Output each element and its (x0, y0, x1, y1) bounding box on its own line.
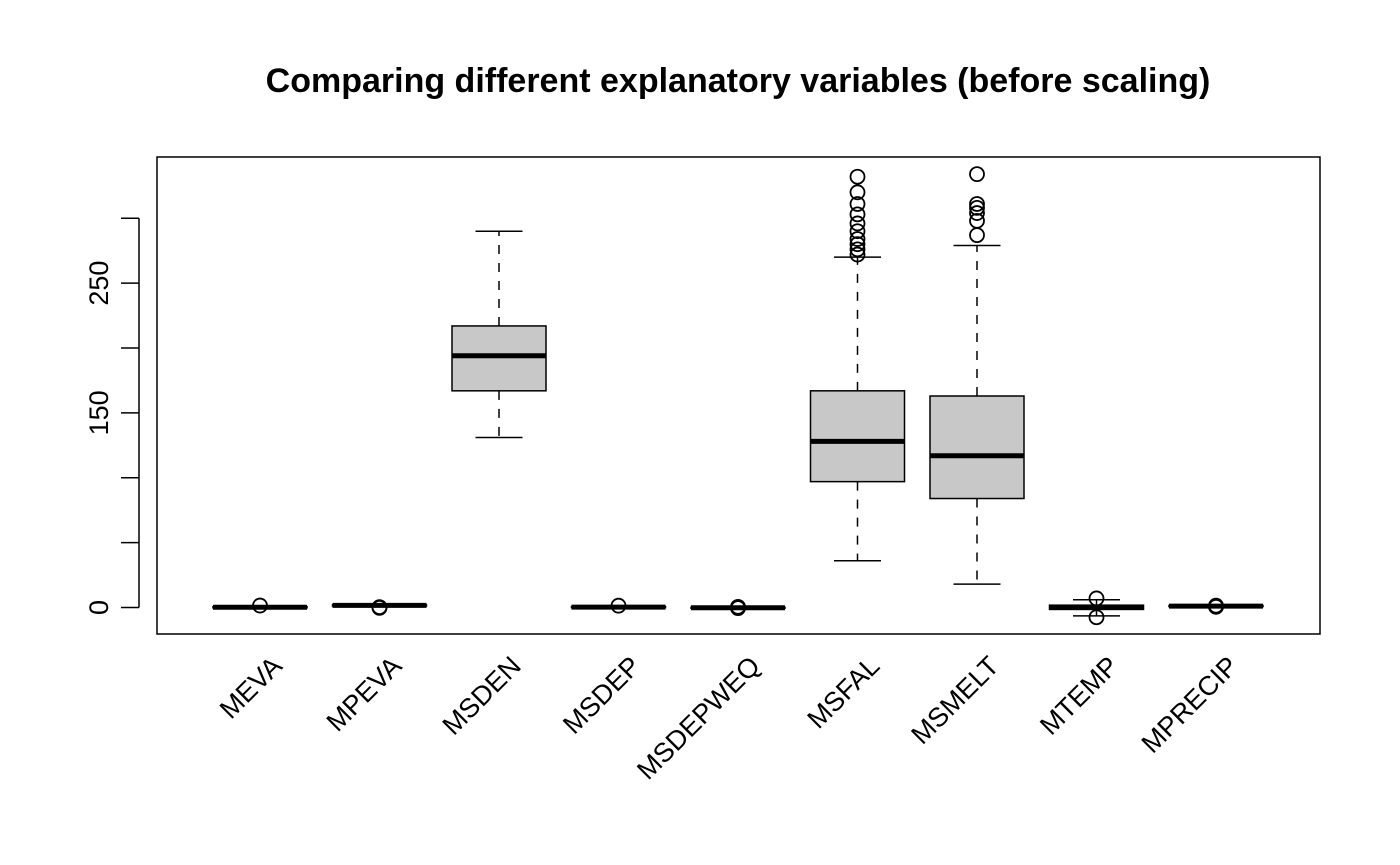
x-category-label: MSDEN (437, 651, 527, 741)
x-category-label: MPRECIP (1136, 651, 1244, 759)
outlier-point (1088, 590, 1105, 607)
x-category-label: MSDEP (557, 651, 646, 740)
box-mtemp (1048, 590, 1145, 626)
x-category-label: MTEMP (1034, 651, 1124, 741)
x-category-label: MPEVA (321, 651, 408, 738)
outlier-point (849, 215, 866, 232)
boxes (212, 166, 1264, 626)
y-tick-label: 0 (84, 600, 114, 615)
x-category-label: MSMELT (905, 651, 1004, 750)
x-category-label: MSDEPWEQ (631, 651, 766, 786)
outlier-point (849, 246, 866, 263)
chart-title: Comparing different explanatory variable… (266, 62, 1211, 100)
box-mprecip (1168, 597, 1264, 615)
outlier-point (849, 168, 866, 185)
iqr-box (451, 325, 547, 392)
outlier-point (969, 199, 985, 216)
outlier-point (730, 598, 746, 615)
x-category-label: MEVA (214, 651, 288, 725)
outlier-point (849, 236, 866, 253)
y-axis: 0 150 250 (84, 217, 140, 615)
y-tick-label: 150 (84, 390, 114, 435)
box-meva (212, 597, 308, 614)
outlier-point (371, 599, 388, 616)
outlier-point (849, 196, 866, 212)
outlier-point (849, 241, 866, 258)
y-tick-label: 250 (84, 261, 114, 306)
box-msdepweq (690, 598, 786, 617)
iqr-box (809, 390, 906, 483)
outlier-point (969, 205, 985, 221)
outlier-point (969, 212, 985, 229)
outlier-point (849, 184, 866, 201)
box-msden (451, 230, 547, 439)
x-category-label: MSFAL (802, 651, 886, 735)
box-msfal (809, 168, 906, 562)
iqr-box (929, 395, 1025, 500)
outlier-point (969, 227, 985, 244)
outlier-point (1088, 609, 1105, 626)
plot-frame (156, 156, 1321, 635)
outlier-point (1208, 597, 1224, 614)
box-msdep (570, 597, 667, 614)
box-msmelt (929, 166, 1025, 585)
outlier-point (969, 166, 985, 183)
outlier-point (969, 196, 985, 212)
box-mpeva (331, 599, 428, 616)
outlier-point (252, 597, 268, 614)
outlier-point (849, 231, 866, 247)
outlier-point (849, 206, 866, 223)
outlier-point (849, 223, 866, 240)
outlier-point (610, 597, 627, 614)
